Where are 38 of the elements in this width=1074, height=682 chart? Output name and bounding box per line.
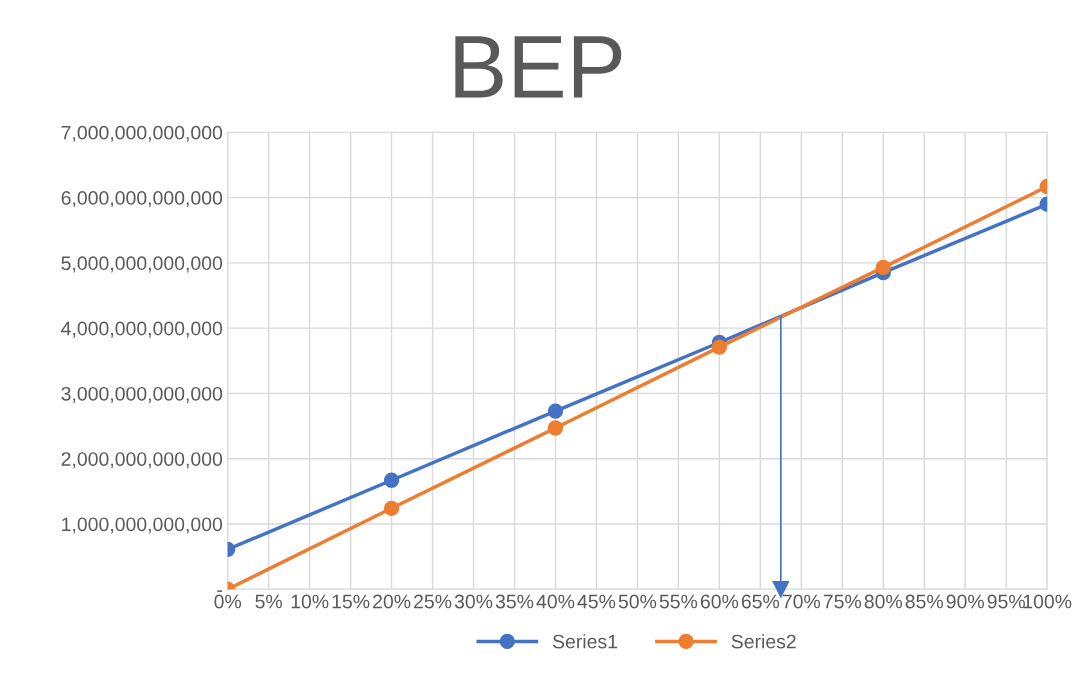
- point: [383, 500, 400, 516]
- x-tick-label: 45%: [577, 594, 616, 609]
- x-tick-label: 0%: [214, 594, 242, 609]
- y-tick-label: 5,000,000,000,000: [61, 256, 223, 273]
- y-tick-label: 6,000,000,000,000: [61, 191, 223, 208]
- y-tick-label: 7,000,000,000,000: [61, 125, 223, 142]
- x-tick-label: 15%: [332, 594, 370, 609]
- x-tick-label: 85%: [905, 594, 943, 609]
- x-tick-label: 100%: [1023, 594, 1072, 609]
- x-tick-label: 80%: [864, 594, 903, 609]
- point: [383, 472, 400, 488]
- x-tick-label: 95%: [987, 594, 1025, 609]
- x-tick-label: 35%: [495, 594, 534, 609]
- chart-title: BEP: [455, 36, 622, 98]
- x-tick-label: 10%: [291, 594, 329, 609]
- x-tick-label: 70%: [782, 594, 821, 609]
- y-tick-label: 4,000,000,000,000: [61, 321, 223, 338]
- y-tick-label: 3,000,000,000,000: [61, 386, 223, 403]
- x-tick-label: 55%: [659, 594, 698, 609]
- x-tick-label: 40%: [536, 594, 575, 609]
- y-tick-label: 1,000,000,000,000: [62, 517, 223, 534]
- legend-label: Series2: [731, 634, 796, 649]
- point: [875, 259, 891, 276]
- x-tick-label: 25%: [414, 594, 452, 609]
- x-tick-label: 50%: [618, 594, 657, 609]
- x-tick-label: 30%: [454, 594, 493, 609]
- x-tick-label: 65%: [741, 594, 780, 609]
- y-tick-label: 2,000,000,000,000: [61, 452, 223, 469]
- x-tick-label: 20%: [373, 594, 411, 609]
- y-tick-label: -: [217, 590, 222, 592]
- point: [547, 420, 564, 436]
- x-tick-label: 75%: [823, 594, 862, 609]
- x-tick-label: 60%: [700, 594, 739, 609]
- legend-label: Series1: [552, 634, 618, 649]
- x-tick-label: 90%: [946, 594, 984, 609]
- x-tick-label: 5%: [255, 594, 283, 609]
- point: [547, 403, 564, 419]
- point: [711, 339, 728, 355]
